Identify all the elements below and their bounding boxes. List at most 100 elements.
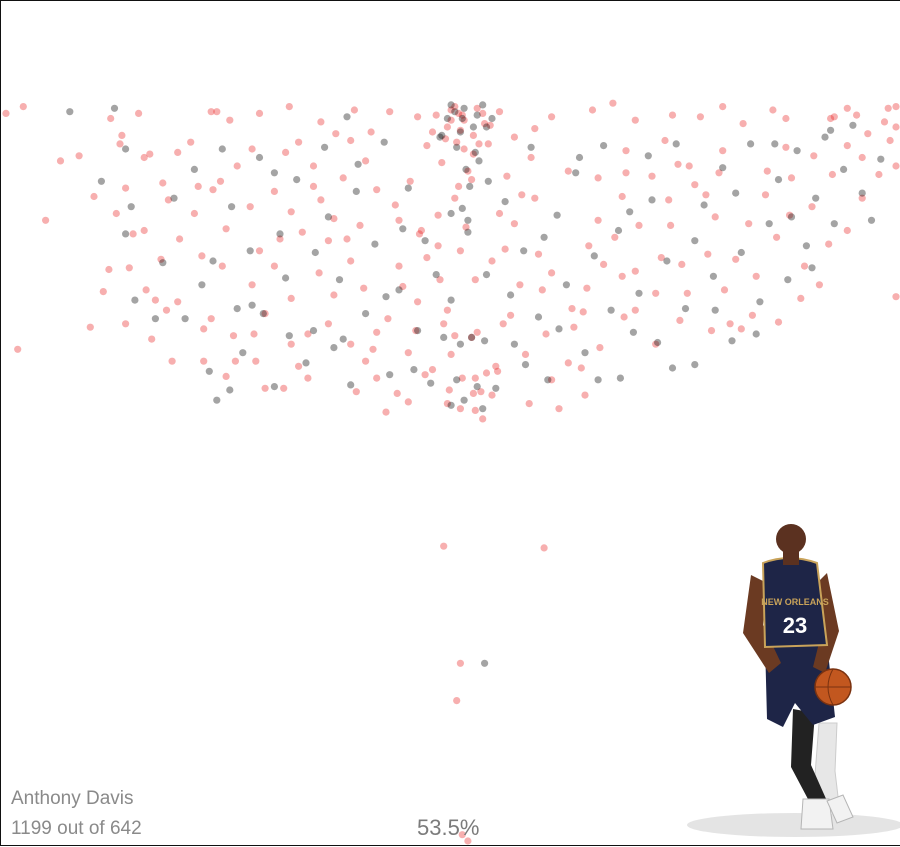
made-shot-point — [635, 221, 643, 229]
made-shot-point — [207, 315, 215, 323]
made-shot-point — [469, 150, 477, 158]
made-shot-point — [661, 136, 669, 145]
made-shot-point — [596, 344, 604, 352]
missed-shot-point — [198, 281, 206, 289]
made-shot-point — [157, 255, 165, 263]
made-shot-point — [270, 262, 278, 270]
missed-shot-point — [510, 340, 518, 348]
made-shot-point — [218, 262, 226, 270]
made-shot-point — [441, 135, 450, 143]
made-shot-point — [631, 267, 639, 275]
missed-shot-point — [479, 405, 487, 413]
missed-shot-point — [226, 386, 234, 394]
missed-shot-point — [572, 169, 580, 177]
made-shot-point — [304, 374, 312, 382]
made-shot-point — [438, 159, 446, 167]
made-shot-point — [414, 298, 422, 306]
made-shot-point — [317, 196, 325, 204]
made-shot-point — [90, 192, 98, 201]
missed-shot-point — [362, 310, 370, 318]
missed-shot-point — [293, 176, 301, 184]
made-shot-point — [468, 176, 476, 184]
made-shot-point — [486, 121, 494, 129]
made-shot-point — [525, 400, 533, 408]
made-shot-point — [373, 328, 381, 336]
field-goal-percentage: 53.5% — [417, 815, 480, 840]
made-shot-point — [510, 220, 518, 228]
made-shot-point — [451, 194, 459, 202]
made-shot-point — [200, 357, 208, 365]
missed-shot-point — [399, 225, 407, 233]
missed-shot-point — [473, 111, 481, 119]
made-shot-point — [248, 145, 256, 153]
made-shot-point — [473, 328, 481, 336]
missed-shot-point — [447, 401, 455, 409]
made-shot-point — [892, 162, 900, 170]
missed-shot-point — [321, 143, 329, 151]
made-shot-point — [719, 103, 727, 111]
made-shot-point — [471, 374, 479, 382]
missed-shot-point — [324, 213, 332, 221]
made-shot-point — [652, 289, 660, 297]
made-shot-point — [360, 284, 368, 292]
missed-shot-point — [458, 204, 466, 212]
made-shot-point — [631, 116, 639, 124]
made-shot-point — [391, 201, 399, 209]
missed-shot-point — [654, 338, 662, 347]
made-shot-point — [462, 223, 470, 231]
missed-shot-point — [233, 305, 241, 313]
missed-shot-point — [644, 152, 652, 160]
missed-shot-point — [821, 133, 829, 141]
missed-shot-point — [386, 371, 394, 379]
missed-shot-point — [282, 274, 290, 282]
made-shot-point — [261, 310, 269, 318]
missed-shot-point — [808, 264, 816, 272]
missed-shot-point — [352, 187, 360, 195]
made-shot-point — [473, 104, 481, 112]
made-shot-point — [226, 116, 234, 124]
made-shot-point — [105, 265, 113, 274]
made-shot-point — [159, 179, 167, 187]
missed-shot-point — [436, 133, 444, 141]
made-shot-point — [825, 240, 833, 248]
made-shot-point — [761, 191, 770, 199]
made-shot-point — [332, 130, 340, 138]
made-shot-point — [678, 260, 686, 268]
made-shot-point — [216, 177, 225, 185]
made-shot-point — [657, 254, 665, 262]
missed-shot-point — [521, 361, 530, 369]
made-shot-point — [715, 169, 723, 177]
missed-shot-point — [213, 396, 221, 404]
missed-shot-point — [691, 237, 699, 245]
made-shot-point — [252, 357, 260, 365]
made-shot-point — [501, 245, 509, 253]
made-shot-point — [548, 113, 556, 121]
made-shot-point — [122, 320, 130, 328]
made-shot-point — [330, 291, 338, 299]
made-shot-point — [475, 140, 483, 148]
made-shot-point — [382, 408, 390, 416]
made-shot-point — [42, 216, 50, 224]
made-shot-point — [423, 254, 431, 262]
made-shot-point — [304, 330, 312, 338]
made-shot-point — [828, 170, 837, 179]
made-shot-point — [488, 391, 496, 399]
made-shot-point — [246, 203, 254, 211]
made-shot-point — [609, 99, 617, 107]
missed-shot-point — [209, 257, 217, 265]
made-shot-point — [499, 320, 507, 328]
made-shot-point — [892, 293, 900, 301]
missed-shot-point — [827, 126, 835, 134]
made-shot-point — [386, 108, 394, 116]
made-shot-point — [704, 250, 712, 258]
made-shot-point — [469, 131, 477, 139]
missed-shot-point — [438, 131, 446, 139]
made-shot-point — [436, 276, 444, 284]
made-shot-point — [620, 313, 628, 321]
made-shot-point — [797, 294, 805, 302]
missed-shot-point — [239, 349, 247, 357]
made-shot-point — [443, 123, 451, 131]
made-shot-point — [350, 106, 358, 114]
made-shot-point — [187, 138, 195, 146]
made-shot-point — [395, 262, 403, 270]
